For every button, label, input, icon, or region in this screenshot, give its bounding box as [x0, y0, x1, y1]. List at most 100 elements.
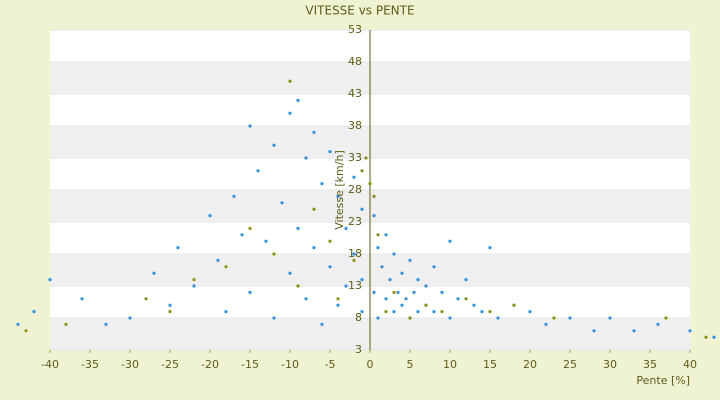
x-tick-label: 10: [443, 358, 457, 371]
point: [568, 316, 572, 320]
point: [448, 316, 452, 320]
point: [64, 322, 68, 326]
point: [552, 316, 556, 320]
x-tick-label: 25: [563, 358, 577, 371]
x-tick-label: 30: [603, 358, 617, 371]
point: [632, 329, 636, 333]
point: [480, 310, 484, 314]
point: [288, 79, 292, 83]
y-axis-label: Vitesse [km/h]: [333, 150, 346, 230]
point: [336, 297, 340, 301]
point: [412, 290, 416, 294]
point: [216, 258, 220, 262]
y-tick-label: 38: [348, 119, 362, 132]
point: [248, 290, 252, 294]
point: [376, 246, 380, 250]
point: [320, 182, 324, 186]
point: [688, 329, 692, 333]
point: [104, 322, 108, 326]
y-tick-label: 23: [348, 215, 362, 228]
point: [372, 194, 376, 198]
y-tick-label: 3: [355, 343, 362, 356]
point: [400, 271, 404, 275]
x-tick-label: -10: [281, 358, 299, 371]
point: [592, 329, 596, 333]
point: [656, 322, 660, 326]
chart-title: VITESSE vs PENTE: [305, 4, 414, 18]
point: [208, 214, 212, 218]
point: [320, 322, 324, 326]
point: [388, 278, 392, 282]
point: [32, 310, 36, 314]
point: [392, 290, 396, 294]
x-tick-label: -35: [81, 358, 99, 371]
point: [392, 310, 396, 314]
y-tick-label: 43: [348, 87, 362, 100]
y-tick-label: 28: [348, 183, 362, 196]
x-axis-label: Pente [%]: [636, 374, 690, 387]
point: [544, 322, 548, 326]
point: [376, 233, 380, 237]
y-tick-label: 48: [348, 55, 362, 68]
point: [288, 111, 292, 115]
point: [496, 316, 500, 320]
point: [464, 297, 468, 301]
point: [372, 290, 376, 294]
point: [328, 150, 332, 154]
x-tick-label: -40: [41, 358, 59, 371]
point: [336, 194, 340, 198]
point: [408, 258, 412, 262]
point: [296, 226, 300, 230]
point: [432, 310, 436, 314]
point: [248, 124, 252, 128]
point: [352, 175, 356, 179]
point: [344, 284, 348, 288]
point: [528, 310, 532, 314]
point: [400, 303, 404, 307]
point: [256, 169, 260, 173]
point: [224, 310, 228, 314]
x-tick-label: 0: [367, 358, 374, 371]
point: [368, 182, 372, 186]
point: [456, 297, 460, 301]
point: [352, 252, 356, 256]
point: [512, 303, 516, 307]
x-tick-label: 40: [683, 358, 697, 371]
point: [416, 310, 420, 314]
point: [392, 252, 396, 256]
point: [364, 156, 368, 160]
point: [408, 316, 412, 320]
point: [416, 278, 420, 282]
point: [48, 278, 52, 282]
y-tick-label: 33: [348, 151, 362, 164]
point: [424, 303, 428, 307]
point: [344, 226, 348, 230]
point: [404, 297, 408, 301]
point: [192, 284, 196, 288]
point: [240, 233, 244, 237]
point: [336, 303, 340, 307]
x-tick-label: 15: [483, 358, 497, 371]
y-tick-label: 53: [348, 23, 362, 36]
point: [488, 310, 492, 314]
point: [128, 316, 132, 320]
point: [192, 278, 196, 282]
point: [312, 130, 316, 134]
point: [472, 303, 476, 307]
point: [232, 194, 236, 198]
point: [384, 310, 388, 314]
x-tick-label: 20: [523, 358, 537, 371]
point: [488, 246, 492, 250]
point: [664, 316, 668, 320]
x-tick-label: -25: [161, 358, 179, 371]
point: [432, 265, 436, 269]
point: [464, 278, 468, 282]
point: [224, 265, 228, 269]
point: [712, 335, 716, 339]
point: [152, 271, 156, 275]
point: [440, 310, 444, 314]
point: [296, 98, 300, 102]
point: [272, 252, 276, 256]
point: [304, 297, 308, 301]
